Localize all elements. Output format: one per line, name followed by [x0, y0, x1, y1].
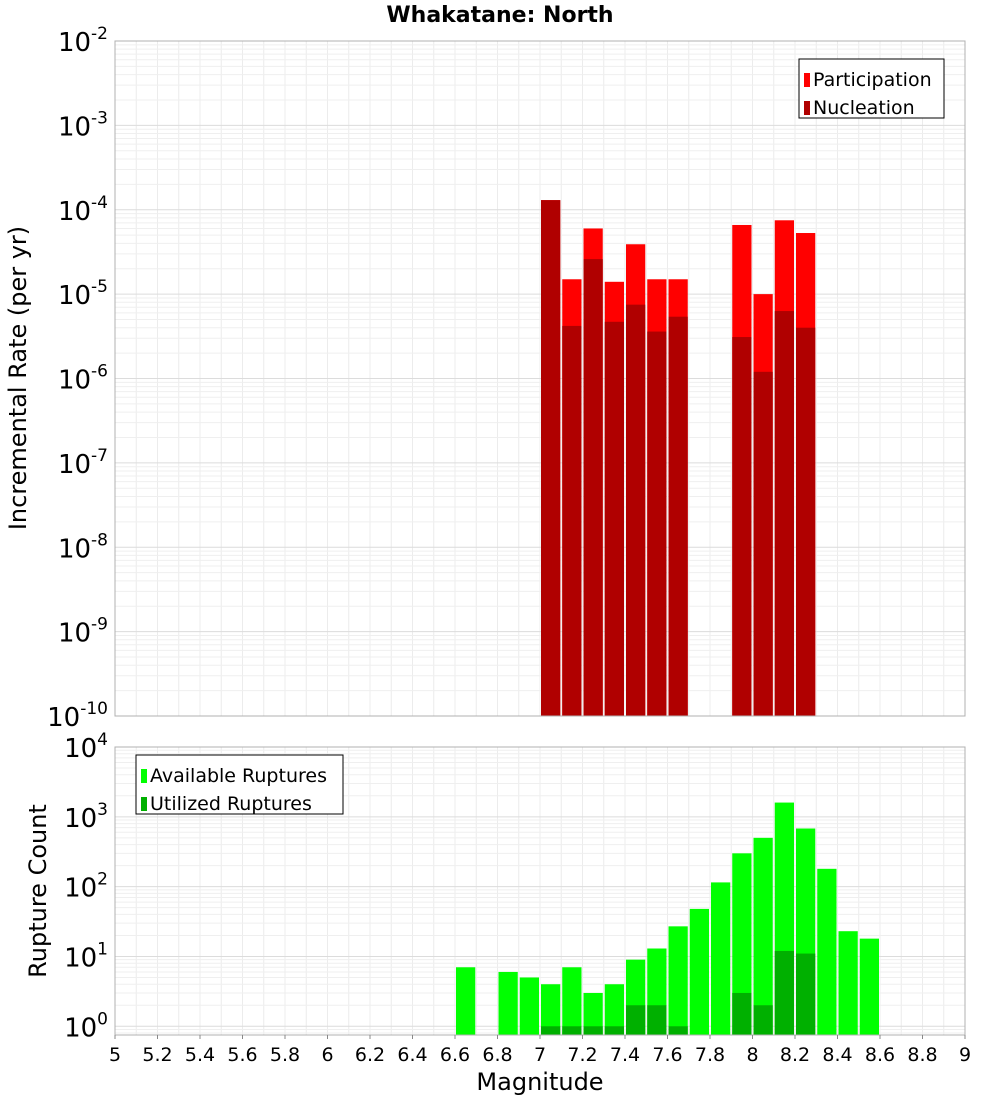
bar-primary [541, 984, 561, 1035]
bar-secondary [604, 321, 624, 716]
legend-label: Utilized Ruptures [150, 793, 312, 815]
y-tick-label: 10-10 [47, 699, 108, 733]
bar-secondary [626, 1005, 646, 1035]
bar-secondary [796, 327, 816, 716]
legend-label: Available Ruptures [150, 765, 327, 787]
top-y-axis-label: Incremental Rate (per yr) [4, 226, 32, 530]
x-tick-label: 8.6 [865, 1044, 895, 1066]
bar-secondary [562, 325, 582, 716]
x-tick-label: 8.4 [822, 1044, 852, 1066]
bar-primary [583, 992, 603, 1035]
bar-secondary [647, 1005, 667, 1035]
chart-title: Whakatane: North [386, 3, 613, 28]
bar-secondary [774, 311, 794, 716]
x-tick-label: 5.2 [142, 1044, 172, 1066]
bar-primary [689, 908, 709, 1035]
bar-secondary [541, 1026, 561, 1035]
bar-secondary [774, 950, 794, 1035]
x-tick-label: 5.6 [227, 1044, 257, 1066]
legend-swatch [141, 769, 147, 783]
bar-primary [711, 882, 731, 1035]
bar-primary [838, 931, 858, 1035]
bar-secondary [583, 1026, 603, 1035]
y-tick-label: 10-4 [58, 193, 108, 227]
x-tick-label: 8.8 [907, 1044, 937, 1066]
y-tick-label: 10-8 [58, 530, 108, 564]
bar-secondary [753, 1005, 773, 1035]
bar-secondary [647, 331, 667, 716]
x-tick-label: 7 [534, 1044, 546, 1066]
bar-secondary [626, 304, 646, 716]
legend-box [135, 754, 344, 815]
x-tick-label: 6.4 [397, 1044, 427, 1066]
bar-secondary [562, 1026, 582, 1035]
top-panel: 10-10 10-9 10-8 10-7 10-6 10-5 10-4 10-3 10-2 Par… [47, 24, 966, 733]
x-tick-label: 8.2 [780, 1044, 810, 1066]
y-tick-label: 10-3 [58, 108, 108, 142]
bar-secondary [796, 953, 816, 1035]
bar-secondary [541, 200, 561, 716]
x-tick-label: 7.8 [695, 1044, 725, 1066]
legend-swatch [804, 73, 810, 87]
x-tick-label: 7.4 [610, 1044, 640, 1066]
x-axis-label: Magnitude [476, 1068, 603, 1096]
bar-primary [498, 971, 518, 1035]
x-tick-label: 9 [959, 1044, 971, 1066]
legend-swatch [804, 101, 810, 115]
x-tick-label: 5.4 [185, 1044, 215, 1066]
plot-frame [114, 40, 966, 717]
bar-secondary [732, 337, 752, 716]
x-tick-label: 6.8 [482, 1044, 512, 1066]
x-tick-label: 6.2 [355, 1044, 385, 1066]
bar-secondary [604, 1026, 624, 1035]
bar-secondary [753, 371, 773, 716]
y-tick-label: 104 [64, 730, 108, 764]
y-tick-label: 10-2 [58, 24, 108, 58]
x-tick-label: 5.8 [270, 1044, 300, 1066]
bar-primary [732, 853, 752, 1035]
bar-primary [753, 837, 773, 1035]
y-tick-label: 103 [64, 800, 108, 834]
bar-primary [456, 967, 476, 1035]
x-tick-label: 5 [109, 1044, 121, 1066]
bar-primary [562, 967, 582, 1035]
y-tick-label: 102 [64, 870, 108, 904]
bar-primary [604, 984, 624, 1035]
y-tick-label: 101 [64, 939, 108, 973]
y-tick-label: 10-7 [58, 446, 108, 480]
bar-primary [519, 977, 539, 1035]
legend-swatch [141, 797, 147, 811]
x-tick-label: 7.6 [652, 1044, 682, 1066]
bottom-panel: 100 101 102 103 104 5 5.2 5.4 5.6 5.8 6 6.2 6.4 6.6 6.… [64, 730, 971, 1066]
y-tick-label: 10-5 [58, 277, 108, 311]
bar-primary [668, 926, 688, 1035]
x-tick-label: 6 [321, 1044, 333, 1066]
x-tick-label: 6.6 [440, 1044, 470, 1066]
y-tick-label: 10-6 [58, 362, 108, 396]
bar-secondary [583, 259, 603, 716]
bottom-y-axis-label: Rupture Count [24, 804, 52, 978]
legend-label: Participation [813, 69, 932, 91]
x-tick-label: 8 [746, 1044, 758, 1066]
bar-primary [859, 938, 879, 1035]
y-tick-label: 100 [64, 1009, 108, 1043]
bar-secondary [668, 1026, 688, 1035]
bar-primary [817, 868, 837, 1035]
y-tick-label: 10-9 [58, 615, 108, 649]
legend-label: Nucleation [813, 97, 915, 119]
bar-secondary [668, 316, 688, 716]
legend-box [798, 58, 945, 119]
x-tick-label: 7.2 [567, 1044, 597, 1066]
bar-secondary [732, 992, 752, 1035]
